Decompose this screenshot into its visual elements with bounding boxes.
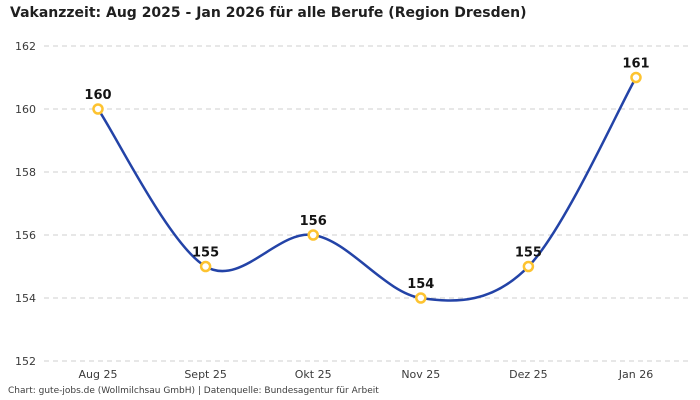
y-axis-tick-label: 158 (15, 166, 36, 179)
chart-title: Vakanzzeit: Aug 2025 - Jan 2026 für alle… (10, 5, 527, 21)
data-point-label: 155 (192, 246, 219, 261)
y-axis-tick-label: 160 (15, 103, 36, 116)
x-axis-tick-label: Okt 25 (295, 368, 332, 381)
x-axis-tick-label: Sept 25 (184, 368, 227, 381)
line-series (96, 76, 638, 302)
data-point-marker[interactable] (92, 103, 104, 115)
y-axis-tick-label: 156 (15, 229, 36, 242)
data-point-label: 155 (515, 246, 542, 261)
data-point-label: 154 (407, 277, 434, 292)
data-point-marker[interactable] (415, 292, 427, 304)
data-point-marker[interactable] (199, 260, 212, 273)
x-axis-tick-label: Dez 25 (509, 368, 548, 381)
x-axis-tick-label: Jan 26 (618, 368, 653, 381)
data-point-label: 161 (622, 57, 649, 72)
data-point-marker[interactable] (307, 229, 319, 241)
data-point-label: 160 (84, 88, 111, 103)
y-axis-tick-label: 152 (15, 355, 36, 368)
y-axis-tick-label: 154 (15, 292, 36, 305)
chart-source-attribution: Chart: gute-jobs.de (Wollmilchsau GmbH) … (8, 386, 379, 396)
data-point-marker[interactable] (522, 260, 535, 273)
data-point-label: 156 (300, 214, 327, 229)
y-axis-tick-label: 162 (15, 40, 36, 53)
x-axis-tick-label: Aug 25 (79, 368, 118, 381)
x-axis-tick-label: Nov 25 (401, 368, 440, 381)
data-point-marker[interactable] (630, 71, 642, 84)
